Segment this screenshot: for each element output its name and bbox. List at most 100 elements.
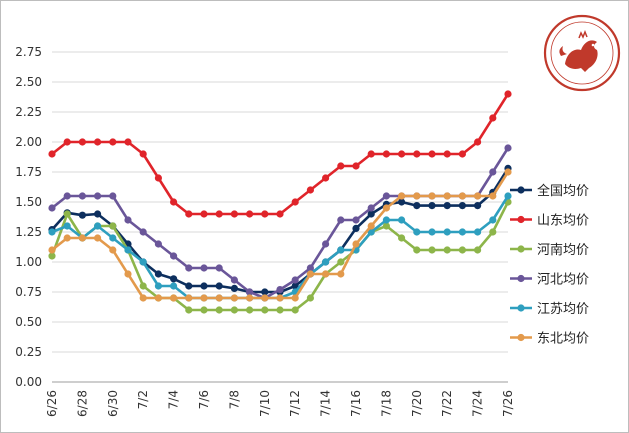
data-point [261,294,269,302]
data-point [337,258,345,266]
data-point [94,222,102,230]
data-point [124,246,132,254]
x-tick-label: 7/12 [288,390,302,417]
data-point [276,306,284,314]
data-point [78,211,86,219]
data-point [428,228,436,236]
data-point [428,202,436,210]
data-point [124,270,132,278]
y-tick-label: 2.50 [15,75,42,89]
data-point [261,288,269,296]
y-tick-label: 1.50 [15,195,42,209]
data-point [474,192,482,200]
data-point [261,210,269,218]
data-point [185,210,193,218]
data-point [367,150,375,158]
data-point [413,202,421,210]
data-point [398,192,406,200]
logo-stamp [541,12,623,94]
data-point [458,150,466,158]
y-tick-label: 0.25 [15,345,42,359]
data-point [48,150,56,158]
data-point [382,204,390,212]
data-point [367,204,375,212]
data-point [504,192,512,200]
data-point [215,282,223,290]
y-tick-label: 0.50 [15,315,42,329]
data-point [276,210,284,218]
x-tick-label: 7/8 [227,390,241,409]
data-point [94,234,102,242]
data-point [306,264,314,272]
data-point [413,246,421,254]
data-point [94,210,102,218]
data-point [306,294,314,302]
data-point [154,270,162,278]
data-point [337,216,345,224]
data-point [109,192,117,200]
x-tick-label: 6/28 [75,390,89,417]
data-point [200,264,208,272]
data-point [63,192,71,200]
data-point [246,294,254,302]
data-point [367,222,375,230]
data-point [443,228,451,236]
data-point [443,202,451,210]
data-point [63,210,71,218]
data-point [170,252,178,260]
data-point [78,138,86,146]
x-tick-label: 7/26 [501,390,515,417]
data-point [139,228,147,236]
x-tick-label: 7/20 [410,390,424,417]
data-point [48,228,56,236]
x-tick-label: 6/26 [45,390,59,417]
legend-item: 河南均价 [510,242,589,258]
data-point [474,246,482,254]
data-point [352,216,360,224]
y-tick-label: 2.75 [15,45,42,59]
data-point [352,240,360,248]
legend-swatch-marker [517,245,525,253]
legend-label: 河北均价 [537,273,589,288]
legend-swatch-marker [517,274,525,283]
data-point [428,192,436,200]
legend-label: 东北均价 [537,332,589,347]
data-point [352,162,360,170]
legend-item: 山东均价 [510,214,589,229]
legend-item: 江苏均价 [510,301,589,317]
data-point [261,306,269,314]
legend-label: 河南均价 [537,242,589,258]
data-point [504,144,512,152]
data-point [109,222,117,230]
data-point [48,246,56,254]
data-point [413,228,421,236]
data-point [154,294,162,302]
data-point [382,222,390,230]
data-point [504,90,512,98]
data-point [215,294,223,302]
data-point [139,150,147,158]
data-point [139,258,147,266]
x-axis-tick-labels: 6/26 6/28 6/30 7/2 7/4 7/6 7/8 7/10 7/12 7/14 7/16… [45,390,515,417]
data-point [367,228,375,236]
data-point [109,138,117,146]
series-lines [48,90,512,314]
data-point [230,210,238,218]
series-5 [48,168,512,302]
legend-label: 山东均价 [537,214,589,229]
data-point [215,306,223,314]
data-point [246,288,254,296]
data-point [458,202,466,210]
data-point [291,276,299,284]
data-point [489,192,497,200]
data-point [382,150,390,158]
data-point [322,258,330,266]
y-tick-label: 0.00 [15,375,42,389]
x-tick-label: 7/2 [136,390,150,409]
data-point [398,150,406,158]
data-point [154,282,162,290]
legend-swatch-marker [517,215,525,224]
x-tick-label: 7/4 [167,390,181,409]
data-point [200,282,208,290]
